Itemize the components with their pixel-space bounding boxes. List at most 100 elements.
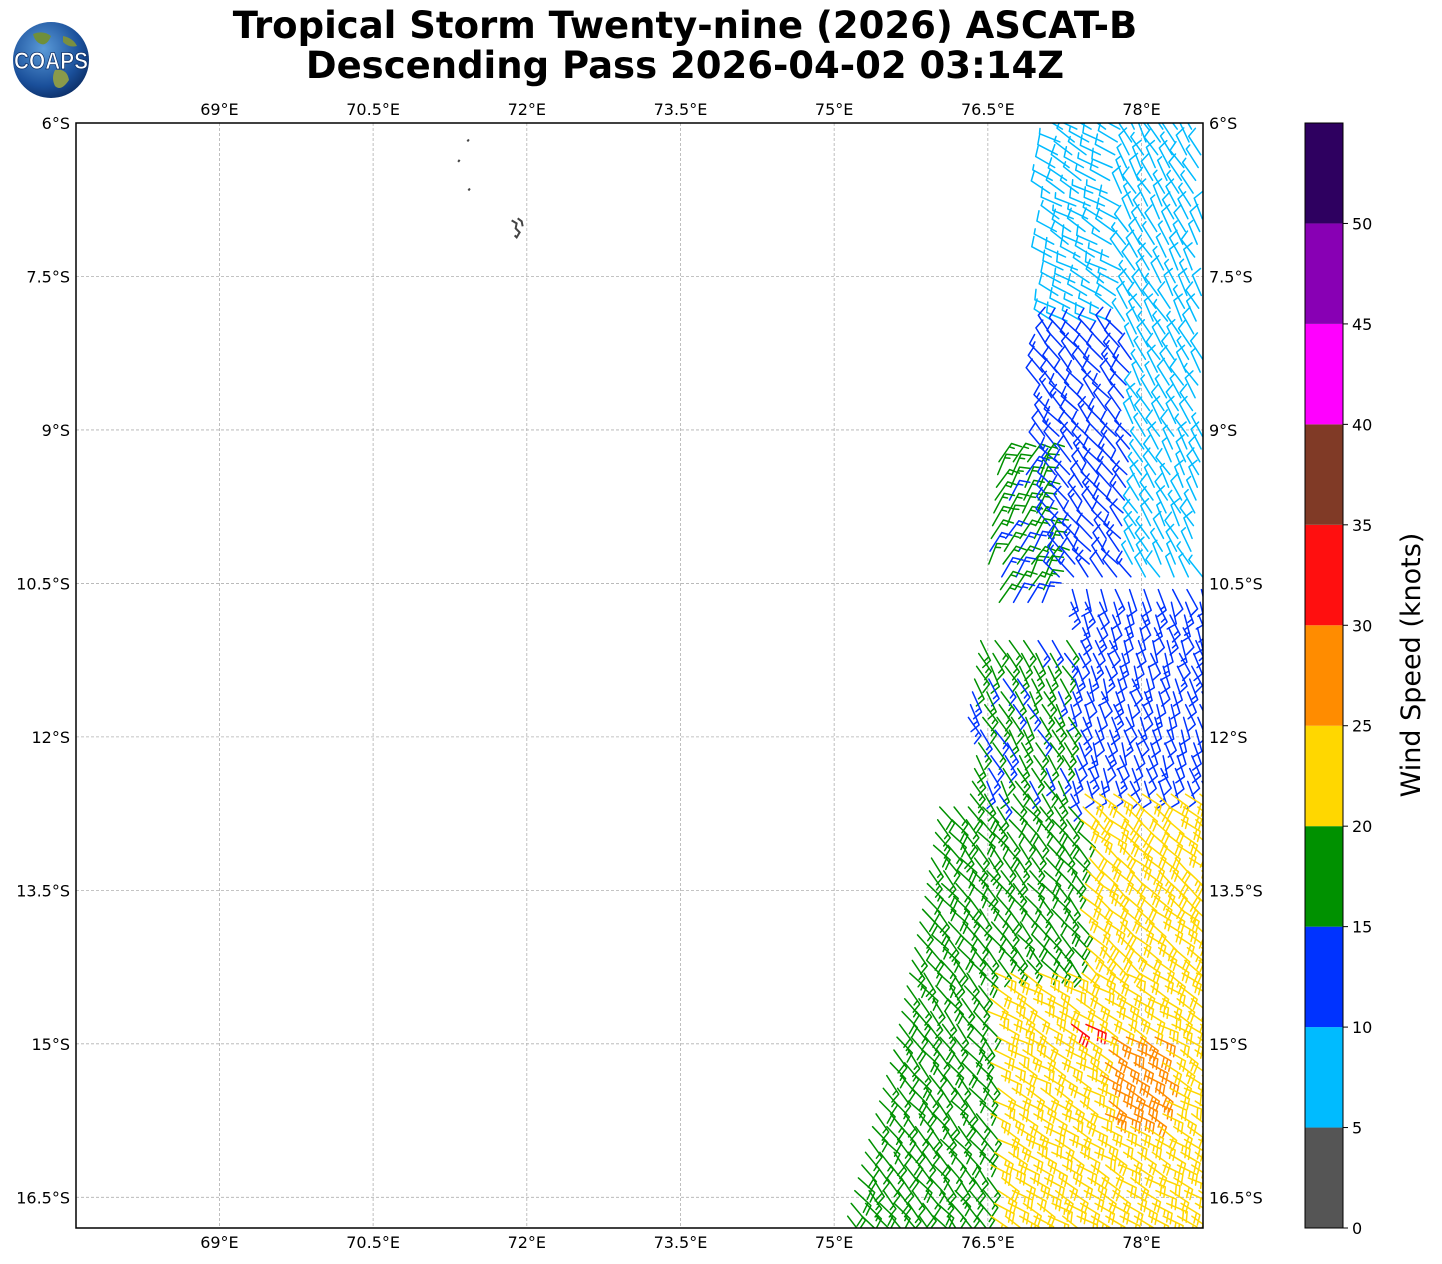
wind-barb [1166, 539, 1176, 565]
wind-barb [1175, 127, 1188, 156]
wind-barb [1117, 332, 1132, 361]
wind-barb [1185, 293, 1197, 322]
colorbar-segment [1305, 323, 1343, 425]
colorbar: 0 5 10 15 20 25 30 35 40 45 50 [1304, 122, 1372, 1238]
wind-barb [1118, 123, 1133, 143]
wind-barb [1166, 318, 1178, 348]
wind-barb [1140, 152, 1154, 182]
wind-barb [1078, 742, 1089, 771]
wind-barb [1137, 310, 1152, 335]
wind-barb [1143, 870, 1163, 895]
wind-barb [1045, 169, 1065, 194]
wind-barb [1111, 165, 1123, 194]
wind-barb [1183, 362, 1199, 386]
wind-barb [1082, 895, 1102, 921]
wind-barb [1194, 1049, 1203, 1057]
wind-barb [886, 1074, 900, 1103]
wind-barb [1113, 793, 1134, 817]
colorbar-tick-label: 5 [1352, 1119, 1362, 1138]
wind-barb [1053, 358, 1070, 386]
wind-barb [1164, 742, 1175, 771]
wind-barb [1156, 882, 1176, 908]
wind-barb [984, 882, 999, 911]
wind-barb [1152, 169, 1166, 194]
wind-barb [1131, 268, 1145, 297]
wind-barb [1047, 998, 1069, 1021]
wind-barb [1097, 123, 1118, 143]
wind-barb [1152, 245, 1165, 271]
wind-barb [991, 505, 1015, 527]
wind-barb [1169, 358, 1185, 386]
wind-barb [1013, 1023, 1036, 1045]
wind-barb [861, 1215, 876, 1228]
wind-barb [1115, 280, 1128, 309]
wind-barb [1027, 582, 1051, 604]
wind-barb [1040, 1087, 1060, 1113]
wind-barb [1024, 466, 1045, 488]
wind-barb [1055, 703, 1066, 733]
wind-barb [1198, 1087, 1203, 1093]
wind-barb [1176, 729, 1188, 758]
wind-barb [1186, 588, 1199, 617]
wind-barb [850, 1202, 867, 1228]
lon-tick-label-top: 75°E [815, 100, 853, 119]
wind-barb [1129, 780, 1142, 809]
wind-barb [979, 908, 993, 937]
wind-barb [889, 1215, 902, 1228]
wind-barb [1028, 333, 1046, 361]
wind-barb [971, 946, 987, 975]
wind-barb [1131, 360, 1142, 386]
wind-barb [1054, 192, 1077, 207]
wind-barb [1043, 870, 1062, 896]
wind-barb [1183, 488, 1196, 514]
wind-barb [1029, 1074, 1052, 1095]
wind-barb [1050, 511, 1064, 540]
wind-barb [1107, 627, 1118, 656]
wind-barb [975, 844, 991, 873]
wind-barb [1115, 155, 1125, 182]
colorbar-tick-label: 30 [1352, 616, 1372, 635]
colorbar-segment [1305, 725, 1343, 827]
wind-barb [976, 1215, 987, 1228]
wind-barb [1152, 178, 1163, 207]
wind-barb [1156, 691, 1167, 720]
wind-barb [967, 895, 982, 924]
wind-barb [1127, 451, 1142, 476]
wind-barb [1038, 127, 1061, 143]
wind-barb [1031, 409, 1046, 437]
wind-barb [1100, 422, 1116, 450]
wind-barb [1025, 1036, 1047, 1058]
wind-barb [1161, 203, 1172, 233]
wind-barb [1151, 1202, 1173, 1225]
wind-barb [1022, 729, 1034, 758]
wind-barb [1066, 273, 1088, 297]
island-coastline [511, 217, 524, 239]
wind-barb [1173, 293, 1183, 322]
wind-barb [915, 1010, 932, 1038]
title-line-2: Descending Pass 2026-04-02 03:14Z [305, 44, 1065, 87]
wind-barb [1016, 678, 1031, 707]
wind-barb [1027, 345, 1044, 373]
wind-barb [1062, 500, 1080, 527]
wind-barb [1146, 123, 1162, 143]
wind-barb [1043, 780, 1059, 808]
wind-barb [1048, 372, 1067, 399]
wind-barb [1055, 793, 1069, 822]
wind-barb [1042, 568, 1065, 591]
wind-barb [1018, 998, 1038, 1023]
wind-barb [1135, 536, 1148, 565]
wind-barb [1051, 639, 1065, 669]
wind-barb [1066, 207, 1086, 233]
wind-barb [1095, 972, 1116, 996]
wind-barb [1176, 1113, 1197, 1137]
wind-barb [1019, 921, 1034, 950]
lat-tick-label-right: 6°S [1209, 114, 1237, 133]
wind-barb [1010, 806, 1028, 833]
wind-barb [1067, 895, 1081, 924]
wind-barb [1069, 186, 1091, 207]
wind-barb [1142, 447, 1157, 476]
wind-barb [943, 1177, 957, 1206]
wind-barb [1193, 985, 1203, 992]
wind-barb [1065, 1100, 1085, 1125]
wind-barb [1166, 169, 1180, 194]
